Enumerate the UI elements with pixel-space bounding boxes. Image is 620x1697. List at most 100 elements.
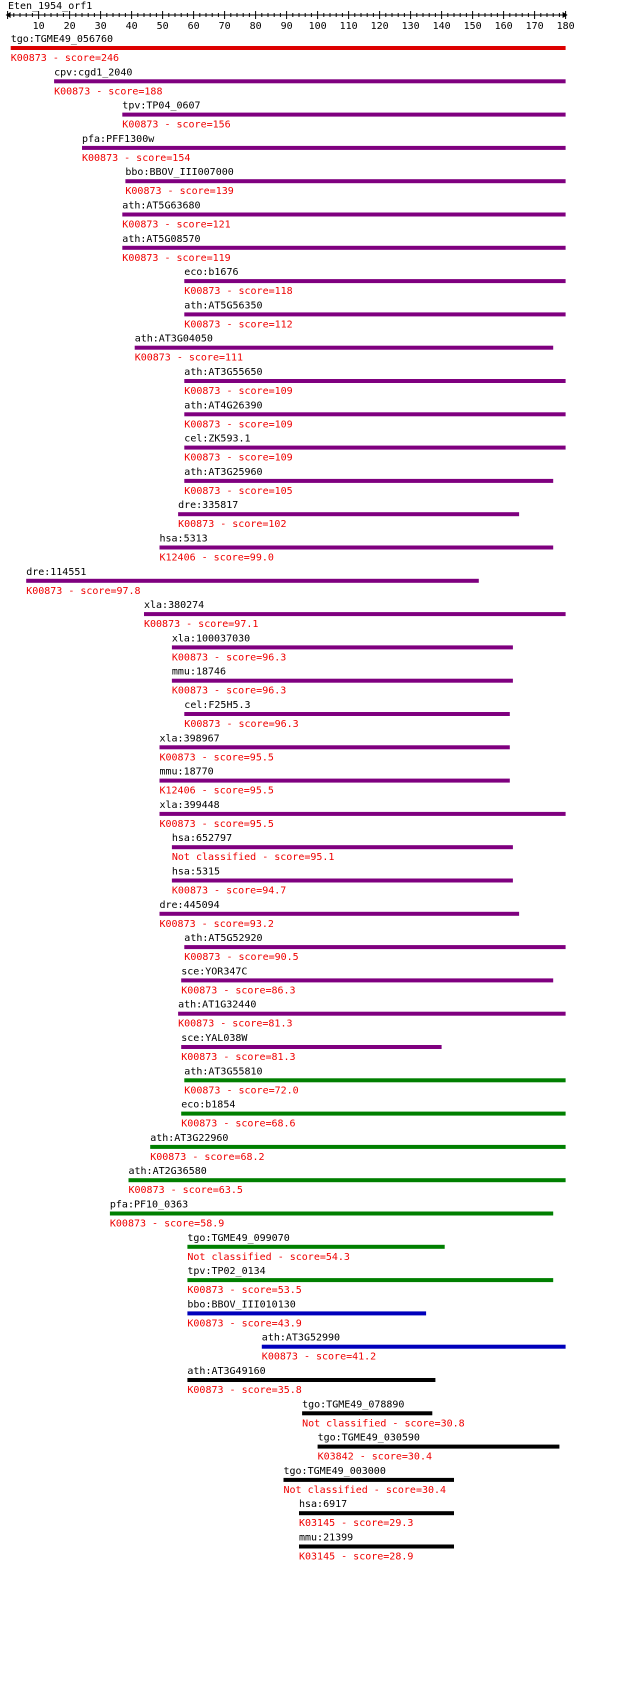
hit-ko-score[interactable]: Not classified - score=30.8 <box>302 1418 465 1429</box>
hit-gene-id[interactable]: mmu:18770 <box>160 767 214 778</box>
hit-gene-id[interactable]: pfa:PFF1300w <box>82 134 155 145</box>
hit-ko-score[interactable]: K00873 - score=139 <box>125 186 233 197</box>
hit-row[interactable]: bbo:BBOV_III010130 K00873 - score=43.9 <box>187 1299 427 1329</box>
hit-ko-score[interactable]: K00873 - score=119 <box>122 253 230 264</box>
hit-alignment-bar[interactable] <box>159 778 510 783</box>
hit-ko-score[interactable]: K00873 - score=63.5 <box>129 1185 243 1196</box>
hit-row[interactable]: mmu:21399 K03145 - score=28.9 <box>299 1533 454 1563</box>
hit-ko-score[interactable]: Not classified - score=95.1 <box>172 852 335 863</box>
hit-alignment-bar[interactable] <box>122 212 566 217</box>
hit-row[interactable]: mmu:18746 K00873 - score=96.3 <box>171 667 513 697</box>
hit-ko-score[interactable]: K00873 - score=95.5 <box>160 819 274 830</box>
hit-row[interactable]: sce:YAL038W K00873 - score=81.3 <box>181 1033 442 1063</box>
hit-row[interactable]: pfa:PFF1300w K00873 - score=154 <box>82 134 566 164</box>
hit-alignment-bar[interactable] <box>122 112 566 117</box>
hit-gene-id[interactable]: tgo:TGME49_099070 <box>187 1233 289 1244</box>
hit-row[interactable]: ath:AT5G63680 K00873 - score=121 <box>122 201 566 231</box>
hit-gene-id[interactable]: tgo:TGME49_078890 <box>302 1399 404 1410</box>
hit-row[interactable]: tgo:TGME49_030590 K03842 - score=30.4 <box>317 1433 560 1463</box>
hit-ko-score[interactable]: K00873 - score=109 <box>184 453 292 464</box>
hit-gene-id[interactable]: dre:445094 <box>160 900 220 911</box>
hit-ko-score[interactable]: K00873 - score=58.9 <box>110 1219 224 1230</box>
hit-row[interactable]: ath:AT4G26390 K00873 - score=109 <box>184 400 566 430</box>
hit-alignment-bar[interactable] <box>178 1011 566 1016</box>
hit-gene-id[interactable]: eco:b1676 <box>184 267 238 278</box>
hit-row[interactable]: hsa:652797 Not classified - score=95.1 <box>171 833 513 863</box>
hit-gene-id[interactable]: ath:AT5G52920 <box>184 933 262 944</box>
hit-row[interactable]: cel:F25H5.3 K00873 - score=96.3 <box>184 700 510 730</box>
hit-row[interactable]: tgo:TGME49_099070 Not classified - score=… <box>187 1233 445 1263</box>
hit-alignment-bar[interactable] <box>187 1311 427 1316</box>
hit-gene-id[interactable]: hsa:652797 <box>172 833 232 844</box>
hit-alignment-bar[interactable] <box>10 46 566 50</box>
hit-ko-score[interactable]: K00873 - score=109 <box>184 419 292 430</box>
hit-alignment-bar[interactable] <box>128 1178 566 1183</box>
hit-alignment-bar[interactable] <box>159 811 566 816</box>
hit-row[interactable]: tgo:TGME49_078890 Not classified - score=… <box>302 1399 465 1429</box>
hit-ko-score[interactable]: K00873 - score=112 <box>184 319 292 330</box>
hit-ko-score[interactable]: K00873 - score=96.3 <box>172 686 286 697</box>
hit-row[interactable]: dre:445094 K00873 - score=93.2 <box>159 900 520 930</box>
hit-row[interactable]: cpv:cgd1_2040 K00873 - score=188 <box>54 67 566 97</box>
hit-row[interactable]: sce:YOR347C K00873 - score=86.3 <box>181 966 554 996</box>
hit-alignment-bar[interactable] <box>184 945 566 950</box>
hit-gene-id[interactable]: ath:AT4G26390 <box>184 400 262 411</box>
hit-ko-score[interactable]: K00873 - score=93.2 <box>160 919 274 930</box>
hit-alignment-bar[interactable] <box>122 245 566 250</box>
hit-alignment-bar[interactable] <box>159 911 520 916</box>
hit-gene-id[interactable]: mmu:21399 <box>299 1533 353 1544</box>
hit-ko-score[interactable]: K00873 - score=68.2 <box>150 1152 264 1163</box>
hit-ko-score[interactable]: K00873 - score=96.3 <box>172 652 286 663</box>
hit-alignment-bar[interactable] <box>184 1078 566 1083</box>
hit-alignment-bar[interactable] <box>178 512 520 517</box>
hit-gene-id[interactable]: xla:380274 <box>144 600 204 611</box>
hit-ko-score[interactable]: K00873 - score=102 <box>178 519 286 530</box>
hit-alignment-bar[interactable] <box>184 445 566 450</box>
hit-row[interactable]: ath:AT3G55810 K00873 - score=72.0 <box>184 1066 566 1096</box>
hit-gene-id[interactable]: mmu:18746 <box>172 667 226 678</box>
hit-alignment-bar[interactable] <box>299 1511 454 1516</box>
hit-gene-id[interactable]: ath:AT2G36580 <box>129 1166 207 1177</box>
hit-alignment-bar[interactable] <box>125 179 566 184</box>
hit-ko-score[interactable]: K00873 - score=156 <box>122 120 230 131</box>
hit-row[interactable]: xla:398967 K00873 - score=95.5 <box>159 733 510 763</box>
hit-row[interactable]: hsa:5313 K12406 - score=99.0 <box>159 534 554 564</box>
hit-ko-score[interactable]: K03145 - score=29.3 <box>299 1518 413 1529</box>
hit-alignment-bar[interactable] <box>159 745 510 750</box>
hit-row[interactable]: ath:AT3G04050 K00873 - score=111 <box>134 334 554 364</box>
hit-gene-id[interactable]: tgo:TGME49_056760 <box>11 34 113 45</box>
hit-row[interactable]: hsa:6917 K03145 - score=29.3 <box>299 1499 454 1529</box>
hit-gene-id[interactable]: cpv:cgd1_2040 <box>54 67 132 78</box>
hit-alignment-bar[interactable] <box>171 645 513 650</box>
hit-gene-id[interactable]: tpv:TP02_0134 <box>187 1266 265 1277</box>
hit-row[interactable]: bbo:BBOV_III007000 K00873 - score=139 <box>125 167 566 197</box>
hit-ko-score[interactable]: K00873 - score=35.8 <box>187 1385 301 1396</box>
hit-row[interactable]: xla:100037030 K00873 - score=96.3 <box>171 633 513 663</box>
hit-gene-id[interactable]: ath:AT3G25960 <box>184 467 262 478</box>
hit-ko-score[interactable]: K00873 - score=246 <box>11 53 119 64</box>
hit-gene-id[interactable]: tgo:TGME49_003000 <box>284 1466 386 1477</box>
hit-row[interactable]: pfa:PF10_0363 K00873 - score=58.9 <box>109 1200 554 1230</box>
hit-alignment-bar[interactable] <box>184 412 566 417</box>
hit-row[interactable]: ath:AT3G52990 K00873 - score=41.2 <box>261 1333 566 1363</box>
hit-row[interactable]: cel:ZK593.1 K00873 - score=109 <box>184 434 566 464</box>
hit-gene-id[interactable]: cel:F25H5.3 <box>184 700 250 711</box>
hit-alignment-bar[interactable] <box>302 1411 433 1416</box>
hit-gene-id[interactable]: sce:YOR347C <box>181 966 247 977</box>
hit-gene-id[interactable]: pfa:PF10_0363 <box>110 1200 188 1211</box>
hit-ko-score[interactable]: K00873 - score=95.5 <box>160 752 274 763</box>
hit-ko-score[interactable]: K00873 - score=96.3 <box>184 719 298 730</box>
hit-row[interactable]: tpv:TP02_0134 K00873 - score=53.5 <box>187 1266 554 1296</box>
hit-row[interactable]: ath:AT3G22960 K00873 - score=68.2 <box>150 1133 566 1163</box>
hit-gene-id[interactable]: ath:AT3G22960 <box>150 1133 228 1144</box>
hit-gene-id[interactable]: sce:YAL038W <box>181 1033 248 1044</box>
hit-alignment-bar[interactable] <box>54 79 566 84</box>
hit-alignment-bar[interactable] <box>261 1344 566 1349</box>
hit-gene-id[interactable]: ath:AT3G55650 <box>184 367 262 378</box>
hit-alignment-bar[interactable] <box>187 1244 445 1249</box>
hit-alignment-bar[interactable] <box>299 1544 454 1549</box>
hit-gene-id[interactable]: ath:AT3G04050 <box>135 334 213 345</box>
hit-alignment-bar[interactable] <box>181 1111 566 1116</box>
hit-gene-id[interactable]: dre:335817 <box>178 500 238 511</box>
hit-alignment-bar[interactable] <box>26 578 479 583</box>
